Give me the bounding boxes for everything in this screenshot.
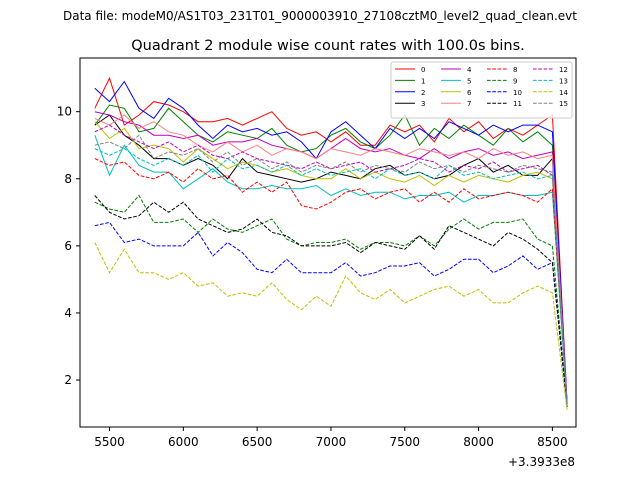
- chart-title: Quadrant 2 module wise count rates with …: [131, 38, 525, 54]
- legend-label-10: 10: [513, 89, 522, 97]
- series-line-15: [94, 134, 568, 407]
- legend-label-5: 5: [467, 77, 471, 85]
- legend-label-13: 13: [559, 77, 568, 85]
- x-offset-label: +3.3933e8: [508, 455, 575, 469]
- legend-label-1: 1: [421, 77, 425, 85]
- x-tick-label: 8000: [463, 435, 494, 449]
- y-tick-label: 8: [64, 172, 72, 186]
- y-tick-label: 10: [57, 105, 72, 119]
- legend-label-6: 6: [467, 89, 472, 97]
- legend-label-8: 8: [513, 66, 517, 74]
- legend-label-4: 4: [467, 66, 472, 74]
- series-line-8: [94, 158, 568, 404]
- series-line-6: [94, 121, 568, 407]
- series-line-0: [94, 76, 568, 404]
- x-tick-label: 5500: [94, 435, 125, 449]
- legend-label-14: 14: [559, 89, 568, 97]
- series-line-11: [94, 195, 568, 407]
- suptitle: Data file: modeM0/AS1T03_231T01_90000039…: [63, 9, 577, 23]
- series-line-5: [94, 135, 568, 407]
- x-axis: 5500 6000 6500 7000 7500 8000 8500: [94, 427, 568, 449]
- x-tick-label: 8500: [537, 435, 568, 449]
- series-line-7: [94, 114, 568, 407]
- legend-label-11: 11: [513, 100, 522, 108]
- legend-label-3: 3: [421, 100, 425, 108]
- series-line-9: [94, 194, 568, 407]
- legend-label-9: 9: [513, 77, 517, 85]
- y-tick-label: 2: [64, 373, 72, 387]
- x-tick-label: 6500: [242, 435, 273, 449]
- legend-label-15: 15: [559, 100, 568, 108]
- y-tick-label: 4: [64, 306, 72, 320]
- legend-label-7: 7: [467, 100, 471, 108]
- y-tick-label: 6: [64, 239, 72, 253]
- x-tick-label: 7500: [389, 435, 420, 449]
- series-line-10: [94, 221, 568, 407]
- plot-area: [94, 76, 568, 411]
- plot-frame: [79, 57, 577, 428]
- series-line-14: [94, 242, 568, 411]
- legend-label-12: 12: [559, 66, 568, 74]
- x-tick-label: 6000: [168, 435, 199, 449]
- legend-label-2: 2: [421, 89, 425, 97]
- x-tick-label: 7000: [316, 435, 347, 449]
- series-line-2: [94, 80, 568, 404]
- legend-label-0: 0: [421, 66, 425, 74]
- series-line-1: [94, 104, 568, 407]
- series-line-13: [94, 148, 568, 407]
- legend-box: [390, 61, 573, 119]
- y-axis: 2 4 6 8 10: [57, 105, 80, 387]
